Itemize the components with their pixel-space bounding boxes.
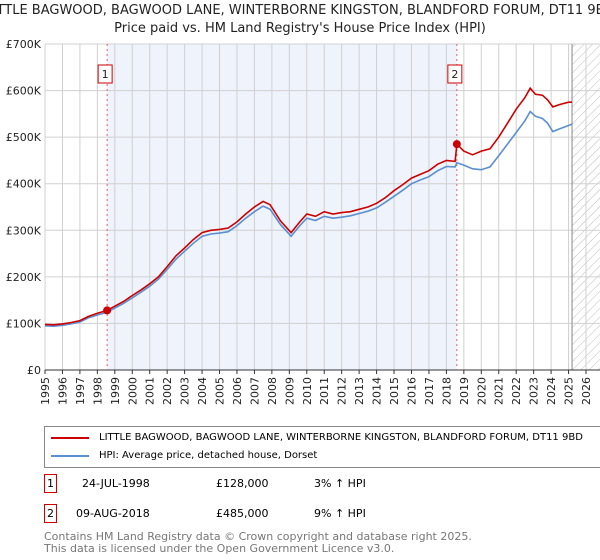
sale-price: £485,000: [216, 507, 269, 520]
y-tick-label: £300K: [6, 224, 42, 237]
y-tick-label: £700K: [6, 38, 42, 51]
x-tick-label: 2015: [388, 377, 401, 405]
x-tick-label: 2008: [266, 377, 279, 405]
sale-row: 2 09-AUG-2018 £485,000 9% ↑ HPI: [44, 504, 366, 523]
y-tick-label: £600K: [6, 85, 42, 98]
property-price-line: [44, 86, 572, 326]
x-tick-label: 1997: [74, 377, 87, 405]
sale-badge: 2: [44, 504, 57, 523]
x-tick-label: 2016: [405, 377, 418, 405]
x-tick-label: 1998: [91, 377, 104, 405]
sale-date: 24-JUL-1998: [82, 477, 150, 490]
x-tick-label: 2001: [144, 377, 157, 405]
footer-licence: This data is licensed under the Open Gov…: [44, 542, 395, 555]
y-tick-label: £100K: [6, 317, 42, 330]
x-tick-label: 2004: [196, 377, 209, 405]
legend-property: LITTLE BAGWOOD, BAGWOOD LANE, WINTERBORN…: [99, 432, 583, 443]
legend: LITTLE BAGWOOD, BAGWOOD LANE, WINTERBORN…: [44, 426, 600, 468]
chart-subtitle: Price paid vs. HM Land Registry's House …: [114, 21, 486, 36]
x-tick-label: 2013: [353, 377, 366, 405]
sale-price: £128,000: [216, 477, 269, 490]
x-tick-label: 2002: [161, 377, 174, 405]
footer: Contains HM Land Registry data © Crown c…: [44, 531, 472, 555]
chart-title: LITTLE BAGWOOD, BAGWOOD LANE, WINTERBORN…: [0, 3, 600, 18]
sale-hpi-diff: 3% ↑ HPI: [314, 477, 366, 490]
y-tick-label: £200K: [6, 271, 42, 284]
x-tick-label: 2020: [475, 377, 488, 405]
x-tick-label: 2024: [545, 377, 558, 405]
hpi-line: [44, 110, 573, 328]
x-tick-label: 2005: [214, 377, 227, 405]
y-tick-label: £0: [27, 364, 41, 377]
sale-point: [103, 306, 112, 315]
x-tick-label: 2014: [371, 377, 384, 405]
sale-period-shading: [107, 44, 457, 370]
x-tick-label: 2007: [248, 377, 261, 405]
x-tick-label: 1995: [39, 377, 52, 405]
x-tick-label: 2011: [318, 377, 331, 405]
sale-label-box: [97, 64, 113, 84]
sale-row: 1 24-JUL-1998 £128,000 3% ↑ HPI: [44, 474, 366, 493]
x-tick-label: 2003: [179, 377, 192, 405]
x-tick-label: 2018: [440, 377, 453, 405]
x-tick-label: 2006: [231, 377, 244, 405]
x-tick-label: 2012: [336, 377, 349, 405]
x-tick-label: 1996: [56, 377, 69, 405]
x-tick-label: 2022: [510, 377, 523, 405]
x-tick-label: 2009: [283, 377, 296, 405]
x-tick-label: 2000: [126, 377, 139, 405]
sale-label: 2: [451, 68, 458, 81]
x-tick-label: 1999: [109, 377, 122, 405]
sale-label: 1: [102, 68, 109, 81]
x-tick-label: 2010: [301, 377, 314, 405]
legend-red-line: [51, 436, 89, 439]
legend-blue-line: [51, 454, 89, 457]
x-tick-label: 2025: [563, 377, 576, 405]
sale-badge: 1: [44, 474, 57, 493]
sale-point: [452, 140, 461, 149]
x-tick-label: 2019: [458, 377, 471, 405]
footer-copyright: Contains HM Land Registry data © Crown c…: [44, 530, 472, 543]
x-tick-label: 2023: [528, 377, 541, 405]
price-chart: 1995 1996 1997 1998 1999 2000 2001 2002 2003 2004…: [6, 38, 600, 405]
x-tick-label: 2026: [580, 377, 593, 405]
x-tick-label: 2021: [493, 377, 506, 405]
sale-hpi-diff: 9% ↑ HPI: [314, 507, 366, 520]
x-tick-label: 2017: [423, 377, 436, 405]
sale-label-box: [447, 64, 463, 84]
y-tick-label: £400K: [6, 178, 42, 191]
y-tick-label: £500K: [6, 131, 42, 144]
sale-date: 09-AUG-2018: [76, 507, 150, 520]
legend-hpi: HPI: Average price, detached house, Dors…: [99, 450, 318, 461]
